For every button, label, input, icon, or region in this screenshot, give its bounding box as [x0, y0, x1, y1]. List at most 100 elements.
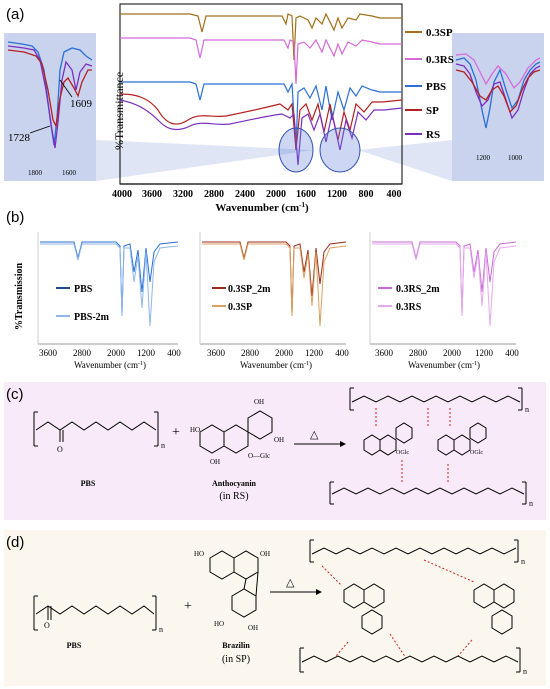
c-pbs-label: PBS	[81, 479, 96, 488]
d-n-top: n	[521, 557, 525, 566]
legend-b-0-3rs: 0.3RS	[396, 302, 422, 313]
d-product-top-chain	[309, 539, 519, 563]
c-n-bottom: n	[529, 499, 533, 508]
c-n-1: n	[161, 441, 165, 450]
b2-xtick-400: 400	[335, 348, 349, 358]
c-product-glc-1: OGlc	[396, 450, 409, 456]
panel-a-label: (a)	[6, 6, 25, 23]
d-heat: △	[286, 577, 295, 589]
inset-left-tick-1600: 1600	[62, 169, 77, 177]
d-brazilin-ho-2: HO	[214, 620, 224, 628]
b2-xtick-2800: 2800	[241, 348, 260, 358]
spectrum-pbs	[120, 81, 402, 151]
c-anthocyanin-oh-1: HO	[190, 426, 200, 434]
legend-0-3rs: 0.3RS	[426, 54, 454, 66]
b2-xtick-3600: 3600	[207, 348, 226, 358]
d-source: (in SP)	[222, 654, 250, 665]
panel-a-xlabel: Wavenumber (cm-1)	[215, 201, 309, 214]
right-inset-bg	[452, 33, 544, 181]
panel-b-figure: %Transmission PBS PBS-2m 3600 2800 2000 …	[14, 232, 519, 370]
panel-b-ylabel: %Transmission	[14, 263, 25, 330]
legend-0-3sp: 0.3SP	[426, 27, 453, 39]
spectrum-0-3sp	[120, 12, 402, 61]
legend-b-pbs: PBS	[74, 284, 93, 295]
xtick-1200: 1200	[327, 189, 347, 200]
inset-left-tick-1800: 1800	[28, 169, 43, 177]
legend-b-pbs-2m: PBS-2m	[74, 312, 110, 323]
b3-xtick-400: 400	[505, 348, 519, 358]
panel-b-group-2: 0.3SP_2m 0.3SP 3600 2800 2000 1200 400 W…	[199, 232, 349, 370]
d-brazilin-label: Brazilin	[222, 641, 250, 650]
c-source: (in RS)	[219, 491, 248, 502]
c-pbs-o1: O	[57, 445, 63, 454]
xtick-800: 800	[359, 189, 374, 200]
b1-xtick-3600: 3600	[39, 348, 58, 358]
b3-xtick-1200: 1200	[475, 348, 494, 358]
panel-c-scheme: O n PBS + HO OH OH OH O—Glc Anthocyanin …	[33, 387, 533, 508]
b1-xlabel: Wavenumber (cm-1)	[74, 360, 146, 370]
spectrum-rs	[119, 99, 403, 166]
fingerprint-region-ellipse	[319, 127, 361, 173]
xtick-3200: 3200	[173, 189, 193, 200]
c-anthocyanin-oh-2: OH	[210, 458, 220, 466]
left-inset-spectra	[7, 41, 93, 149]
c-product-glc-2: OGlc	[470, 450, 483, 456]
panel-c-label: (c)	[6, 386, 24, 403]
panel-d-scheme: O n PBS + HO OH HO OH Brazilin (in SP) △…	[33, 539, 527, 676]
legend-b-0-3sp: 0.3SP	[228, 302, 252, 313]
inset-peak-1609: 1609	[70, 98, 93, 110]
inset-right-tick-1000: 1000	[508, 154, 523, 162]
d-pbs-structure	[33, 595, 157, 631]
d-brazilin-oh-2: OH	[248, 624, 258, 632]
spectrum-sp	[119, 93, 403, 151]
panel-a-ticks: 4000 3600 3200 2800 2400 2000 1600 1200 …	[112, 189, 402, 200]
c-pbs-structure	[33, 411, 159, 447]
d-n-1: n	[159, 625, 163, 634]
inset-right-tick-1200: 1200	[476, 154, 491, 162]
panel-a-ylabel: %Transmittance	[112, 72, 126, 150]
c-anthocyanin-oh-3: OH	[254, 398, 264, 406]
xtick-1600: 1600	[296, 189, 316, 200]
c-glc: O—Glc	[248, 452, 270, 460]
legend-rs: RS	[426, 129, 440, 141]
d-pbs-o1: O	[44, 621, 50, 630]
spectrum-0-3rs-2m	[372, 241, 517, 315]
inset-peak-1728: 1728	[8, 132, 31, 144]
spectrum-0-3sp-2m	[202, 241, 347, 315]
d-plus: +	[184, 599, 192, 614]
panel-d-label: (d)	[6, 534, 25, 551]
panel-b-group-3: 0.3RS_2m 0.3RS 3600 2800 2000 1200 400 W…	[369, 232, 519, 370]
c-anthocyanin-structure	[199, 410, 273, 454]
d-product-bottom-chain	[299, 647, 521, 673]
panel-d-background	[4, 530, 546, 686]
d-brazilin-oh-1: OH	[260, 550, 270, 558]
c-heat: △	[310, 429, 319, 441]
d-n-bottom: n	[523, 667, 527, 676]
legend-sp: SP	[426, 105, 439, 117]
xtick-3600: 3600	[142, 189, 162, 200]
d-brazilin-structure	[209, 550, 259, 618]
c-product-bottom-chain	[329, 481, 527, 505]
main-spectra	[119, 12, 403, 166]
panel-a-figure: 1728 1609 1800 1600 1200 1000 %Transmitt…	[4, 3, 544, 214]
spectrum-0-3rs-b	[372, 243, 517, 327]
b3-xtick-2000: 2000	[443, 348, 462, 358]
b3-xtick-2800: 2800	[409, 348, 428, 358]
c-n-top: n	[525, 405, 529, 414]
xtick-2000: 2000	[266, 189, 286, 200]
panel-b-label: (b)	[6, 209, 25, 226]
right-inset-spectra	[455, 53, 541, 129]
b2-xtick-2000: 2000	[275, 348, 294, 358]
legend-pbs: PBS	[426, 81, 446, 93]
spectrum-pbs-b	[40, 241, 179, 315]
spectrum-0-3sp-b	[202, 243, 347, 327]
c-product-top-chain	[349, 387, 523, 411]
b1-xtick-400: 400	[167, 348, 181, 358]
b1-xtick-2800: 2800	[73, 348, 92, 358]
b2-xtick-1200: 1200	[305, 348, 324, 358]
b3-xtick-3600: 3600	[375, 348, 394, 358]
legend-b-0-3rs-2m: 0.3RS_2m	[396, 284, 440, 295]
b3-xlabel: Wavenumber (cm-1)	[408, 360, 480, 370]
b1-xtick-1200: 1200	[137, 348, 156, 358]
spectrum-pbs-2m	[40, 243, 179, 327]
